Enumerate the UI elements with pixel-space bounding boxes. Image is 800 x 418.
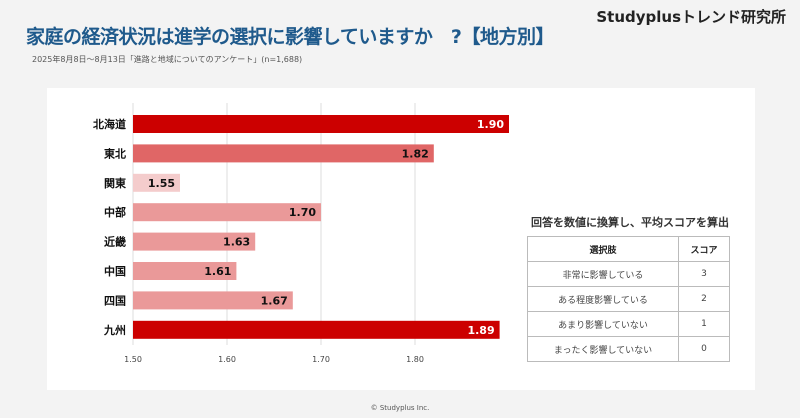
table-row: あまり影響していない 1 xyxy=(527,311,730,337)
data-label: 1.90 xyxy=(477,118,504,131)
data-label: 1.89 xyxy=(467,324,494,337)
category-label: 東北 xyxy=(104,146,126,160)
bar xyxy=(133,262,237,280)
category-label: 四国 xyxy=(104,294,126,307)
table-header-row: 選択肢 スコア xyxy=(527,236,730,262)
bar xyxy=(133,291,293,310)
bar xyxy=(133,203,321,222)
category-label: 中部 xyxy=(104,205,126,219)
data-label: 1.61 xyxy=(204,265,231,278)
x-tick-label: 1.70 xyxy=(312,355,330,364)
choice: 非常に影響している xyxy=(527,261,679,287)
x-tick-label: 1.60 xyxy=(218,355,236,364)
page-title: 家庭の経済状況は進学の選択に影響していますか ?【地方別】 xyxy=(26,26,554,48)
survey-subtitle: 2025年8月8日～8月13日「進路と地域についてのアンケート」(n=1,688… xyxy=(32,55,303,64)
score: 1 xyxy=(678,311,730,337)
header-score: スコア xyxy=(678,236,730,262)
data-label: 1.55 xyxy=(148,177,175,190)
data-label: 1.82 xyxy=(402,147,429,160)
x-tick-label: 1.50 xyxy=(124,355,142,364)
choice: まったく影響していない xyxy=(527,336,679,362)
bar xyxy=(133,320,500,339)
brand-logo: Studyplusトレンド研究所 xyxy=(596,8,786,26)
table-title: 回答を数値に換算し、平均スコアを算出 xyxy=(531,216,729,229)
table-row: 非常に影響している 3 xyxy=(527,261,730,287)
choice: あまり影響していない xyxy=(527,311,679,337)
category-label: 九州 xyxy=(103,323,126,337)
score: 0 xyxy=(678,336,730,362)
score: 2 xyxy=(678,286,730,312)
data-label: 1.63 xyxy=(223,236,250,249)
bar xyxy=(133,232,256,251)
x-tick-label: 1.80 xyxy=(406,355,424,364)
header-choice: 選択肢 xyxy=(527,236,679,262)
score: 3 xyxy=(678,261,730,287)
choice: ある程度影響している xyxy=(527,286,679,312)
table-row: まったく影響していない 0 xyxy=(527,336,730,362)
category-label: 近畿 xyxy=(104,235,126,249)
table-row: ある程度影響している 2 xyxy=(527,286,730,312)
bar xyxy=(133,173,180,192)
bar xyxy=(133,115,509,133)
footer-copyright: © Studyplus Inc. xyxy=(370,404,430,412)
score-table: 選択肢 スコア 非常に影響している 3 ある程度影響している 2 あまり影響していな… xyxy=(527,236,730,362)
category-label: 北海道 xyxy=(93,117,126,131)
data-label: 1.67 xyxy=(261,294,288,307)
data-label: 1.70 xyxy=(289,206,316,219)
category-label: 関東 xyxy=(104,176,127,190)
bar xyxy=(133,144,434,163)
category-label: 中国 xyxy=(104,264,126,278)
